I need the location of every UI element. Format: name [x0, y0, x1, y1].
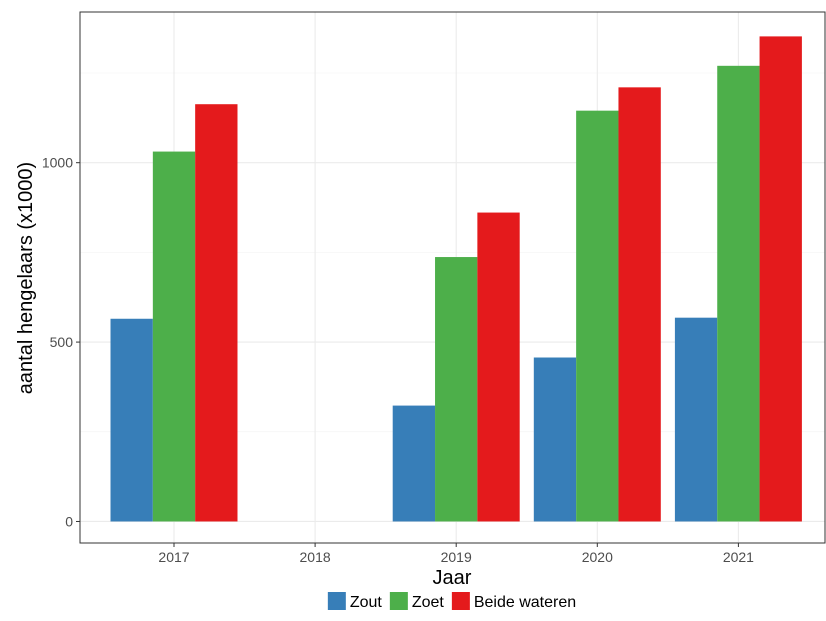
- panel-border: [79, 11, 826, 544]
- bar-zout-2020: [533, 357, 577, 522]
- x-tick-label: 2018: [300, 549, 331, 565]
- legend-label-zout: Zout: [350, 594, 383, 611]
- y-tick-label: 1000: [42, 155, 73, 171]
- bar-zoet-2017: [152, 151, 196, 522]
- legend-swatch-beide-wateren: [451, 592, 470, 610]
- x-tick-label: 2019: [441, 549, 472, 565]
- x-axis: 2017 2018 2019 2020 2021: [158, 543, 754, 565]
- bar-zout-2017: [110, 318, 153, 522]
- y-tick-label: 500: [50, 334, 74, 350]
- bar-zoet-2020: [576, 110, 619, 522]
- legend-label-beide-wateren: Beide wateren: [474, 594, 576, 611]
- x-tick-label: 2021: [723, 549, 754, 565]
- legend-label-zoet: Zoet: [412, 594, 445, 611]
- x-tick-label: 2017: [158, 549, 189, 565]
- y-axis: 0 500 1000: [42, 155, 80, 529]
- bar-beide-wateren-2017: [195, 104, 238, 522]
- bars: [110, 36, 802, 522]
- x-tick-label: 2020: [582, 549, 613, 565]
- x-axis-title: Jaar: [433, 567, 472, 589]
- y-tick-label: 0: [65, 513, 73, 529]
- bar-zout-2019: [392, 405, 436, 522]
- legend: Zout Zoet Beide wateren: [327, 592, 576, 611]
- bar-beide-wateren-2021: [759, 36, 802, 522]
- bar-beide-wateren-2019: [477, 212, 520, 522]
- bar-beide-wateren-2020: [618, 87, 661, 522]
- legend-swatch-zout: [327, 592, 346, 610]
- bar-zoet-2021: [717, 65, 760, 522]
- bar-zout-2021: [674, 317, 718, 522]
- legend-swatch-zoet: [389, 592, 408, 610]
- bar-zoet-2019: [435, 257, 478, 522]
- y-axis-title: aantal hengelaars (x1000): [15, 162, 37, 394]
